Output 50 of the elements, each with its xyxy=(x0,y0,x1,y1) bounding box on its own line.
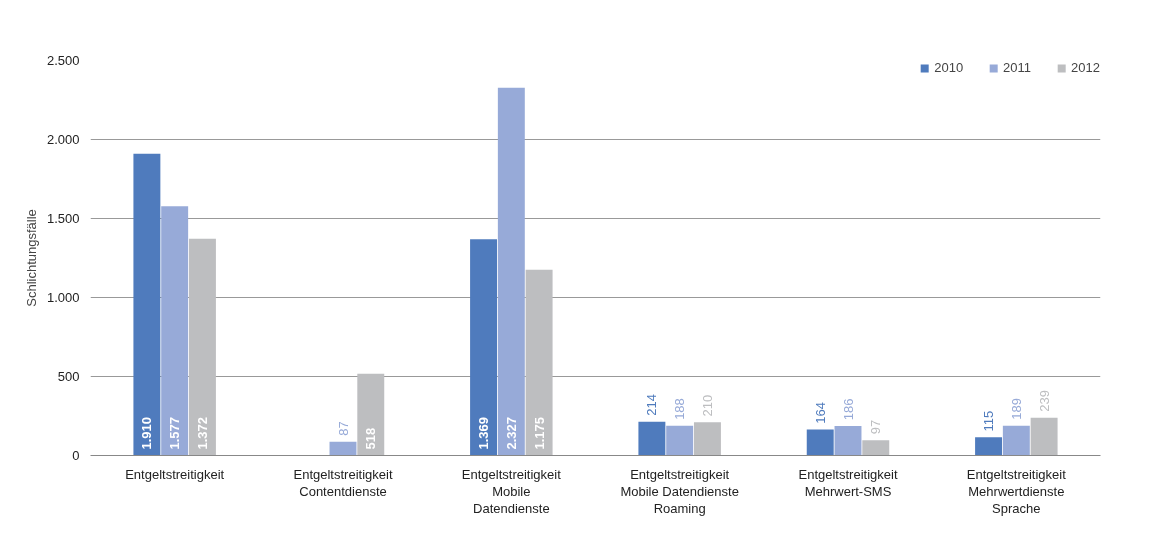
bar xyxy=(133,153,161,456)
y-axis-title: Schlichtungsfälle xyxy=(23,209,39,307)
bar xyxy=(806,429,834,456)
data-label: 239 xyxy=(1036,390,1052,412)
data-label: 1.175 xyxy=(531,417,547,450)
data-label: 518 xyxy=(363,427,379,450)
x-tick-label: Entgeltstreitigkeit Mobile Datendienste xyxy=(461,466,562,516)
data-label: 189 xyxy=(1008,398,1024,420)
y-tick-label: 2.000 xyxy=(46,132,80,147)
y-tick-label: 1.000 xyxy=(46,290,80,305)
bar xyxy=(862,440,890,456)
data-label: 188 xyxy=(672,398,688,420)
bar xyxy=(329,441,357,456)
bar xyxy=(357,373,385,456)
bar xyxy=(834,426,862,456)
bar xyxy=(497,87,525,456)
bar xyxy=(1030,417,1058,456)
x-tick-label: Entgeltstreitigkeit Contentdienste xyxy=(293,466,393,499)
bar xyxy=(525,269,553,456)
data-label: 87 xyxy=(335,421,351,436)
data-label: 1.369 xyxy=(476,417,492,450)
bar xyxy=(1002,425,1030,456)
data-label: 186 xyxy=(840,398,856,421)
data-label: 214 xyxy=(644,394,660,416)
data-label: 115 xyxy=(981,410,997,432)
bar xyxy=(470,239,498,456)
legend-label: 2010 xyxy=(934,60,964,75)
data-label: 97 xyxy=(868,419,884,435)
x-tick-label: Entgeltstreitigkeit Mobile Datendienste Roaming xyxy=(620,466,739,516)
y-tick-label: 0 xyxy=(72,448,80,463)
data-label: 2.327 xyxy=(503,417,519,450)
x-tick-label: Entgeltstreitigkeit Mehrwert-SMS xyxy=(798,466,898,499)
bar xyxy=(975,437,1003,456)
bar xyxy=(693,422,721,456)
data-label: 1.372 xyxy=(194,417,210,450)
x-tick-label: Entgeltstreitigkeit xyxy=(125,466,225,482)
data-label: 210 xyxy=(699,394,715,417)
legend-label: 2012 xyxy=(1071,60,1100,75)
y-tick-label: 1.500 xyxy=(46,211,80,226)
data-label: 1.910 xyxy=(139,417,155,450)
data-label: 1.577 xyxy=(167,417,183,450)
bar xyxy=(161,206,189,456)
y-tick-label: 2.500 xyxy=(46,53,80,68)
bar xyxy=(188,238,216,456)
x-tick-label: Entgeltstreitigkeit Mehrwertdienste Sprache xyxy=(966,466,1067,516)
bar xyxy=(638,421,666,456)
y-tick-label: 500 xyxy=(57,369,80,384)
data-label: 164 xyxy=(812,401,828,424)
legend-label: 2011 xyxy=(1003,60,1032,75)
bar xyxy=(666,425,694,456)
